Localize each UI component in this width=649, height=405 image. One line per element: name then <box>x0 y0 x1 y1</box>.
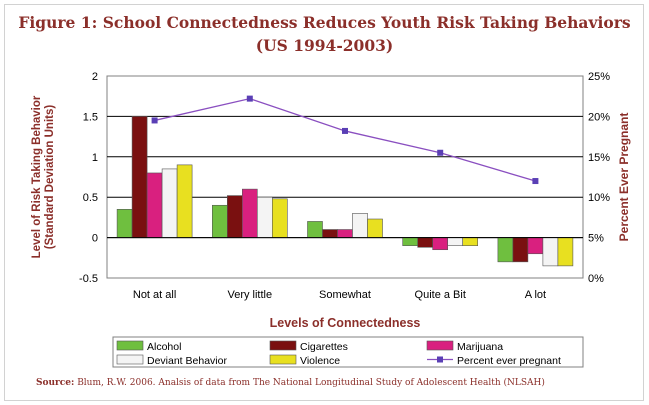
y-tick-label: 1.5 <box>83 111 98 123</box>
legend-swatch-deviant-behavior <box>116 354 144 365</box>
figure-frame <box>4 4 644 401</box>
source-label: Source: <box>36 378 75 388</box>
chart-title: Figure 1: School Connectedness Reduces Y… <box>18 13 631 32</box>
bar-deviant-behavior <box>447 237 464 246</box>
y2-tick-label: 25% <box>588 71 610 83</box>
y-tick-label: 0.5 <box>83 192 98 204</box>
legend-label-deviant-behavior: Deviant Behavior <box>147 355 227 367</box>
y-tick-label: -0.5 <box>79 273 98 285</box>
bar-violence <box>271 198 288 238</box>
legend-swatch-alcohol <box>116 340 144 351</box>
line-point <box>342 127 348 134</box>
bar-marijuana <box>337 229 353 238</box>
bar-marijuana <box>242 188 258 238</box>
bar-deviant-behavior <box>161 168 178 238</box>
x-tick-label: A lot <box>525 289 546 301</box>
legend-swatch-marijuana <box>426 340 454 351</box>
line-point <box>246 95 253 102</box>
legend-box <box>112 336 584 368</box>
bar-alcohol <box>116 209 133 238</box>
source-note: Source: Blum, R.W. 2006. Analsis of data… <box>36 378 545 388</box>
bar-deviant-behavior <box>256 196 273 238</box>
x-tick-label: Quite a Bit <box>415 289 466 301</box>
y2-tick-label: 5% <box>588 233 604 245</box>
y-tick-label: 2 <box>92 71 98 83</box>
bar-alcohol <box>307 221 323 238</box>
bar-deviant-behavior <box>352 213 368 238</box>
legend-label-alcohol: Alcohol <box>147 341 181 353</box>
bar-violence <box>462 237 479 246</box>
chart-subtitle: (US 1994-2003) <box>255 36 394 55</box>
bar-marijuana <box>432 237 449 251</box>
y2-tick-label: 20% <box>588 111 610 123</box>
line-point <box>437 149 444 156</box>
legend-label-percent-ever-pregnant: Percent ever pregnant <box>457 355 561 367</box>
y-tick-label: 0 <box>92 233 98 245</box>
legend-label-marijuana: Marijuana <box>457 341 503 353</box>
y2-tick-label: 0% <box>588 273 604 285</box>
line-point <box>532 178 539 185</box>
bar-cigarettes <box>512 237 529 263</box>
legend-swatch-cigarettes <box>269 340 297 351</box>
legend-swatch-violence <box>269 354 297 365</box>
line-point <box>151 117 158 124</box>
bar-marijuana <box>146 172 163 238</box>
bar-alcohol <box>212 204 228 238</box>
y2-tick-label: 10% <box>588 192 610 204</box>
y-tick-label: 1 <box>92 152 98 164</box>
y-axis-subtitle: (Standard Deviation Units) <box>44 105 56 250</box>
bar-cigarettes <box>417 237 434 248</box>
y-axis-title: Level of Risk Taking Behavior <box>31 95 43 258</box>
bar-alcohol <box>497 237 514 263</box>
legend-label-violence: Violence <box>300 355 340 367</box>
legend-swatch-marker <box>437 356 443 363</box>
bar-violence <box>557 237 574 267</box>
x-axis-title: Levels of Connectedness <box>270 316 421 330</box>
bar-marijuana <box>527 237 544 255</box>
bar-cigarettes <box>131 116 148 238</box>
x-tick-label: Not at all <box>133 289 176 301</box>
bar-cigarettes <box>227 195 243 238</box>
bar-deviant-behavior <box>542 237 559 267</box>
y2-tick-label: 15% <box>588 152 610 164</box>
legend-label-cigarettes: Cigarettes <box>300 341 348 353</box>
x-tick-label: Very little <box>227 289 272 301</box>
x-tick-label: Somewhat <box>319 289 371 301</box>
bar-violence <box>367 218 383 238</box>
bar-cigarettes <box>322 229 338 238</box>
bar-violence <box>176 164 193 238</box>
source-text: Blum, R.W. 2006. Analsis of data from Th… <box>74 378 545 388</box>
bar-alcohol <box>402 237 419 246</box>
y2-axis-title: Percent Ever Pregnant <box>617 113 631 242</box>
